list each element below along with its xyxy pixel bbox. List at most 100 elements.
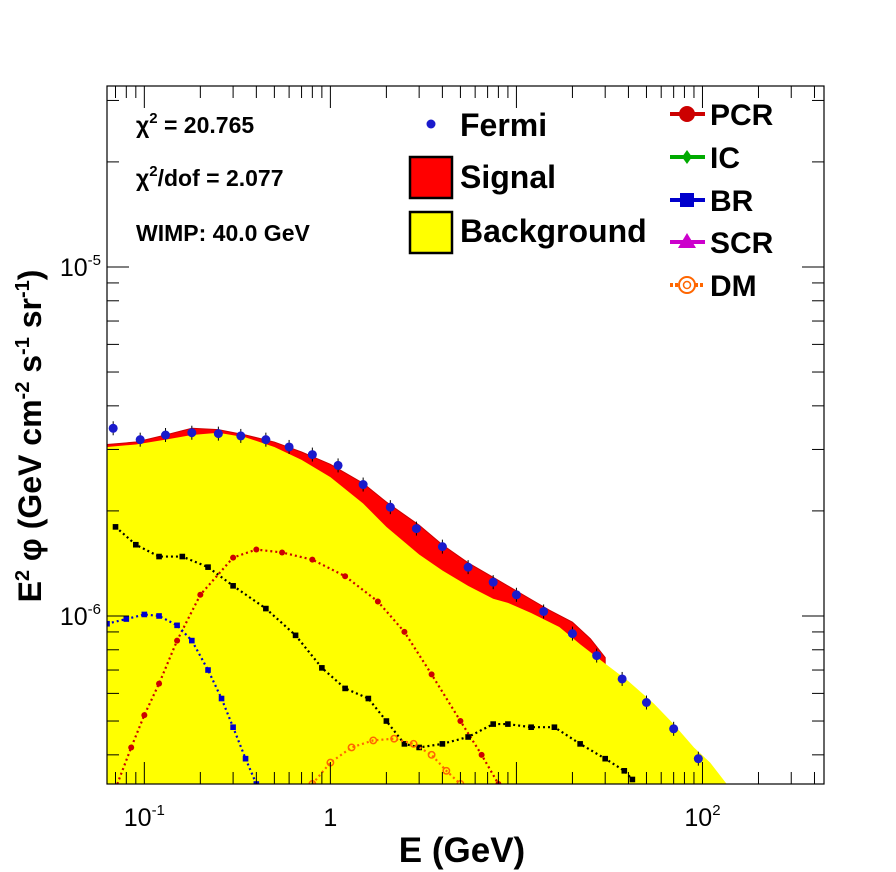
fermi-point [358, 480, 368, 490]
stats-line: χ2 = 20.765 [136, 110, 254, 138]
point-pcr [342, 573, 349, 580]
fermi-points-layer [108, 421, 728, 798]
fermi-point [567, 629, 577, 639]
point-dm [427, 750, 436, 759]
x-tick-label: 10-1 [124, 802, 165, 832]
fermi-point [511, 590, 521, 600]
fermi-point [213, 429, 223, 439]
fermi-point [135, 435, 145, 445]
point-br [123, 616, 130, 622]
legend-label-pcr: PCR [710, 99, 774, 132]
point-pcr [230, 554, 237, 561]
point-ic [621, 768, 628, 774]
legend-fermi-marker [426, 119, 436, 129]
point-pcr [253, 546, 260, 553]
point-pcr [478, 751, 485, 758]
fermi-point [333, 460, 343, 470]
y-axis-title: E2 φ (GeV cm-2 s-1 sr-1) [12, 270, 48, 603]
point-ic [602, 755, 608, 762]
fermi-point [187, 428, 197, 438]
legend-label-dm: DM [710, 270, 757, 303]
stats-line: χ2/dof = 2.077 [136, 163, 284, 191]
point-ic [133, 541, 139, 548]
point-ic [629, 776, 636, 783]
fermi-point [592, 651, 602, 661]
point-pcr [279, 549, 286, 556]
point-ic [383, 718, 390, 724]
point-ic [401, 741, 408, 747]
legend-marker-scr [678, 233, 696, 248]
fermi-point [641, 697, 651, 707]
x-tick-label: 1 [323, 804, 337, 832]
point-ic [465, 734, 471, 740]
plot-frame [106, 85, 825, 785]
point-ic [439, 741, 446, 747]
point-ic [551, 724, 558, 731]
fermi-point [236, 431, 246, 441]
point-ic [156, 553, 162, 560]
point-pcr [428, 671, 435, 678]
point-pcr [374, 598, 381, 605]
point-pcr [197, 591, 204, 598]
point-dm [409, 739, 418, 748]
fermi-point [617, 674, 627, 684]
point-br [174, 622, 180, 629]
legend-marker-br [680, 193, 694, 207]
point-br [141, 611, 148, 618]
legend-marker-ic [682, 150, 692, 164]
legend-marker-pcr [679, 106, 695, 122]
fermi-point [307, 450, 317, 460]
stats-line: WIMP: 40.0 GeV [136, 220, 310, 246]
fermi-point [719, 789, 728, 798]
fermi-point [463, 562, 473, 572]
background-region [107, 432, 727, 784]
point-br [189, 637, 195, 644]
point-pcr [401, 628, 408, 635]
curve-ic [114, 526, 634, 781]
point-ic [490, 721, 496, 727]
curve-dm [311, 737, 462, 784]
point-ic [230, 583, 236, 589]
x-tick-label: 102 [684, 802, 720, 832]
point-ic [416, 744, 422, 751]
point-pcr [113, 786, 119, 792]
point-br [242, 755, 249, 762]
legend-marker-dm [678, 276, 696, 294]
point-pcr [156, 680, 163, 687]
point-pcr [174, 637, 181, 644]
legend-label-signal: Signal [460, 159, 556, 195]
legend-label-background: Background [460, 213, 647, 249]
point-ic [112, 524, 119, 530]
fermi-point [693, 754, 703, 764]
fermi-point [488, 577, 498, 587]
text-layer: 10-1 1 102 10-6 10-5 E (GeV) E2 φ (GeV cm-2 s-… [12, 99, 774, 870]
point-pcr [141, 712, 148, 719]
point-br [230, 724, 236, 731]
fermi-point [411, 524, 421, 534]
point-ic [263, 605, 269, 612]
point-ic [319, 665, 325, 671]
point-br [107, 620, 110, 627]
model-curves-layer [107, 524, 636, 792]
point-br [205, 667, 211, 673]
fermi-point [385, 502, 395, 512]
legend-label-fermi: Fermi [460, 107, 547, 143]
axis-ticks-layer [107, 86, 824, 784]
legend-signal-swatch [408, 155, 454, 200]
y-tick-label: 10-6 [60, 601, 101, 631]
point-ic [365, 695, 372, 702]
fermi-point [539, 606, 549, 616]
point-br [218, 695, 225, 702]
point-ic [505, 721, 511, 727]
fermi-point [261, 435, 271, 445]
point-ic [577, 741, 583, 747]
legend-label-scr: SCR [710, 227, 774, 260]
point-pcr [457, 718, 464, 725]
fill-layer [107, 427, 727, 784]
point-ic [205, 564, 211, 570]
fermi-point [437, 542, 447, 552]
y-tick-label: 10-5 [60, 252, 101, 282]
point-dm [390, 734, 399, 743]
point-pcr [309, 556, 316, 563]
